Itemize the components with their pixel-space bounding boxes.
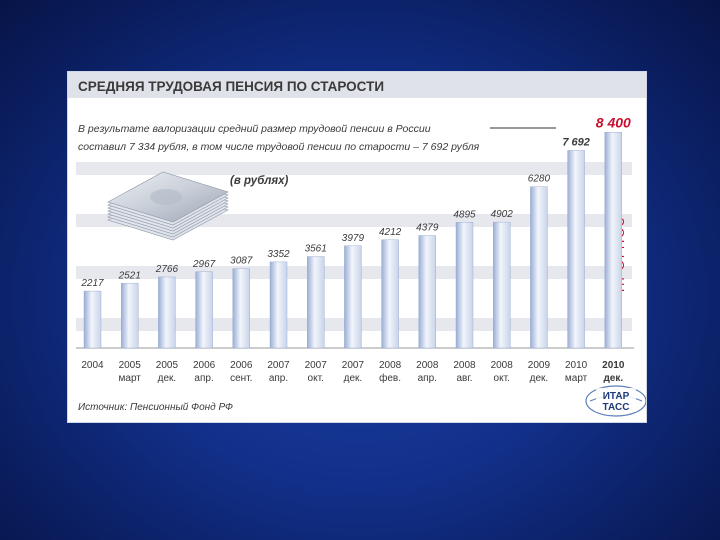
tick-year-12: 2008 bbox=[491, 360, 514, 371]
banknotes-illustration bbox=[107, 171, 229, 241]
value-label-5: 3087 bbox=[230, 256, 253, 267]
tick-month-15: дек. bbox=[603, 373, 623, 384]
bar-13 bbox=[530, 186, 548, 349]
slide-frame: СРЕДНЯЯ ТРУДОВАЯ ПЕНСИЯ ПО СТАРОСТИ В ре… bbox=[68, 72, 646, 422]
tick-month-8: дек. bbox=[344, 373, 363, 384]
tick-month-2: март bbox=[119, 373, 142, 384]
tick-month-4: апр. bbox=[194, 373, 213, 384]
value-label-10: 4379 bbox=[416, 223, 439, 234]
bar-2 bbox=[121, 283, 139, 349]
bar-9 bbox=[381, 239, 399, 349]
bar-4 bbox=[195, 271, 213, 349]
unit-label: (в рублях) bbox=[230, 175, 289, 187]
tick-year-11: 2008 bbox=[453, 360, 476, 371]
bar-15 bbox=[604, 132, 622, 349]
value-label-3: 2766 bbox=[155, 264, 179, 275]
tick-year-4: 2006 bbox=[193, 360, 216, 371]
bar-5 bbox=[232, 268, 251, 349]
tick-month-7: окт. bbox=[308, 373, 324, 384]
value-labels-group: 2217 2521 2766 2967 3087 3352 3561 3979 4212 4379… bbox=[80, 114, 631, 289]
tick-year-14: 2010 bbox=[565, 360, 588, 371]
tick-month-6: апр. bbox=[269, 373, 288, 384]
bar-3 bbox=[158, 276, 176, 349]
value-label-1: 2217 bbox=[80, 278, 104, 289]
bars-group bbox=[76, 132, 634, 349]
tick-month-3: дек. bbox=[158, 373, 177, 384]
bar-11 bbox=[455, 222, 474, 349]
tick-month-11: авг. bbox=[456, 373, 472, 384]
tick-month-9: фев. bbox=[379, 372, 401, 384]
tick-year-3: 2005 bbox=[156, 360, 179, 371]
logo-line-2: ТАСС bbox=[603, 402, 630, 413]
value-label-9: 4212 bbox=[379, 227, 402, 238]
note-line-2: составил 7 334 рубля, в том числе трудов… bbox=[78, 141, 480, 153]
value-label-12: 4902 bbox=[491, 209, 514, 220]
value-label-14: 7 692 bbox=[562, 136, 590, 148]
value-label-8: 3979 bbox=[342, 233, 365, 244]
value-label-13: 6280 bbox=[528, 174, 551, 185]
tick-year-9: 2008 bbox=[379, 360, 402, 371]
source-note: Источник: Пенсионный Фонд РФ bbox=[78, 402, 233, 413]
note-line-1: В результате валоризации средний размер … bbox=[78, 123, 431, 135]
bar-14 bbox=[567, 150, 585, 349]
value-label-7: 3561 bbox=[305, 244, 327, 255]
value-label-11: 4895 bbox=[453, 209, 476, 220]
value-label-15: 8 400 bbox=[596, 114, 631, 130]
tick-year-13: 2009 bbox=[528, 360, 551, 371]
title-band bbox=[68, 72, 646, 98]
tick-month-10: апр. bbox=[418, 373, 437, 384]
tick-year-5: 2006 bbox=[230, 360, 253, 371]
itar-tass-logo: ИТАР ТАСС bbox=[585, 385, 646, 417]
banknote-emblem bbox=[150, 189, 182, 205]
tick-month-5: сент. bbox=[230, 373, 252, 384]
bar-1 bbox=[83, 290, 102, 349]
tick-year-8: 2007 bbox=[342, 360, 365, 371]
tick-year-7: 2007 bbox=[305, 360, 328, 371]
tick-labels-group: 2004 2005 март 2005 дек. 2006 апр. 2006 сент. 200… bbox=[81, 360, 624, 384]
tick-year-10: 2008 bbox=[416, 360, 439, 371]
tick-month-12: окт. bbox=[494, 373, 510, 384]
bar-8 bbox=[344, 245, 362, 349]
value-label-4: 2967 bbox=[192, 259, 216, 270]
tick-year-1: 2004 bbox=[81, 360, 104, 371]
bar-6 bbox=[269, 261, 288, 349]
bar-7 bbox=[306, 256, 325, 349]
chart-title: СРЕДНЯЯ ТРУДОВАЯ ПЕНСИЯ ПО СТАРОСТИ bbox=[78, 79, 384, 94]
tick-month-13: дек. bbox=[530, 373, 549, 384]
tick-year-15: 2010 bbox=[602, 360, 625, 371]
pension-infographic: СРЕДНЯЯ ТРУДОВАЯ ПЕНСИЯ ПО СТАРОСТИ В ре… bbox=[68, 72, 646, 422]
value-label-2: 2521 bbox=[118, 270, 141, 281]
tick-year-2: 2005 bbox=[119, 360, 142, 371]
tick-month-14: март bbox=[565, 373, 588, 384]
logo-line-1: ИТАР bbox=[603, 391, 630, 402]
value-label-6: 3352 bbox=[267, 249, 290, 260]
plot-stripe bbox=[76, 162, 632, 175]
bar-10 bbox=[418, 235, 436, 349]
bar-12 bbox=[493, 221, 511, 349]
tick-year-6: 2007 bbox=[267, 360, 290, 371]
